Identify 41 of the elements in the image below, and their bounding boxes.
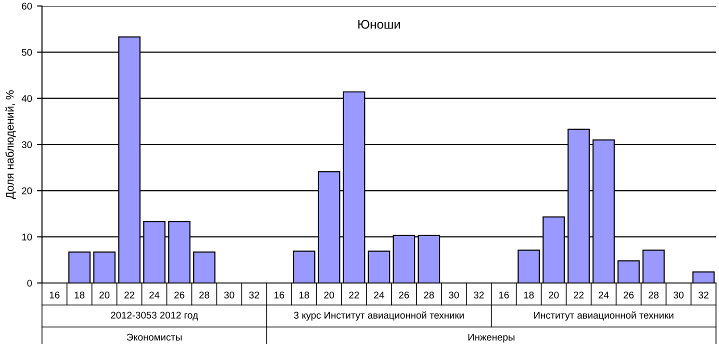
y-axis-title: Доля наблюдений, % — [5, 90, 16, 200]
x-tick-label: 32 — [249, 292, 260, 298]
x-tick-label: 16 — [274, 292, 284, 298]
x-tick-label: 16 — [50, 292, 60, 298]
text: Юноши — [358, 20, 400, 29]
x-tick-label: 30 — [674, 292, 684, 298]
x-tick-label: 28 — [648, 292, 659, 298]
y-tick-label: 0 — [27, 280, 32, 287]
y-tick-label: 50 — [22, 48, 32, 56]
x-tick-label: 18 — [74, 292, 84, 298]
x-tick-label: 26 — [174, 292, 184, 298]
y-tick-label: 10 — [22, 234, 32, 240]
y-tick-label: 60 — [22, 2, 32, 10]
x-tick-label: 18 — [299, 292, 310, 298]
x-tick-label: 18 — [524, 292, 534, 298]
x-tick-label: 26 — [624, 292, 634, 298]
y-tick-label: 20 — [22, 187, 32, 194]
y-tick-label: 30 — [22, 141, 32, 148]
x-tick-label: 22 — [349, 292, 359, 298]
x-tick-label: 20 — [324, 292, 334, 298]
y-tick-label: 40 — [22, 95, 32, 102]
x-tick-label: 30 — [224, 292, 234, 298]
x-tick-label: 24 — [598, 292, 609, 298]
x-tick-label: 16 — [499, 292, 509, 298]
x-tick-label: 24 — [374, 292, 384, 298]
text: 2012-3053 2012 год — [110, 312, 198, 320]
x-tick-label: 32 — [698, 292, 708, 298]
x-tick-label: 28 — [424, 292, 434, 298]
x-tick-label: 32 — [474, 292, 484, 298]
x-tick-label: 30 — [448, 292, 459, 298]
x-tick-label: 24 — [149, 292, 160, 298]
x-tick-label: 28 — [199, 292, 210, 298]
x-tick-label: 26 — [399, 292, 409, 298]
text: 3 курс Институт авиационной техники — [294, 311, 464, 321]
x-tick-label: 20 — [548, 292, 559, 298]
x-tick-label: 20 — [99, 292, 110, 298]
text: Инженеры — [468, 334, 514, 343]
x-tick-label: 22 — [574, 292, 584, 298]
text: Институт авиационной техники — [534, 311, 674, 321]
x-tick-label: 22 — [124, 292, 134, 298]
text: Экономисты — [126, 334, 182, 341]
